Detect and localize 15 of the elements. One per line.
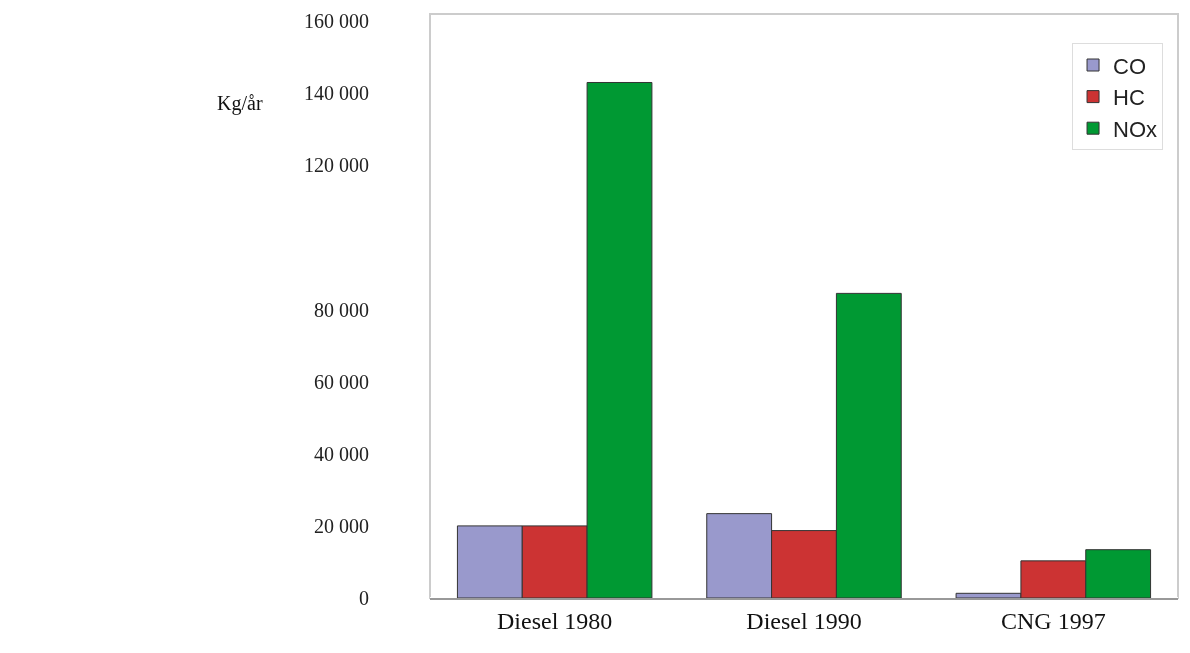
y-axis-title: Kg/år	[217, 92, 263, 115]
y-tick-label: 120 000	[304, 154, 369, 177]
legend-label: NOx	[1113, 116, 1158, 142]
y-tick-label: 0	[359, 587, 369, 609]
x-tick-label: Diesel 1980	[497, 607, 613, 634]
y-tick-label: 20 000	[314, 514, 369, 537]
legend-label: HC	[1113, 85, 1145, 111]
y-tick-label: 40 000	[314, 442, 369, 465]
y-tick-label: 140 000	[304, 82, 369, 105]
y-tick-label: 160 000	[304, 10, 369, 33]
legend-label: CO	[1113, 53, 1147, 79]
y-tick-label: 80 000	[314, 298, 369, 321]
x-tick-label: CNG 1997	[1000, 607, 1106, 634]
x-tick-label: Diesel 1990	[746, 607, 862, 634]
y-tick-label: 60 000	[314, 370, 369, 393]
